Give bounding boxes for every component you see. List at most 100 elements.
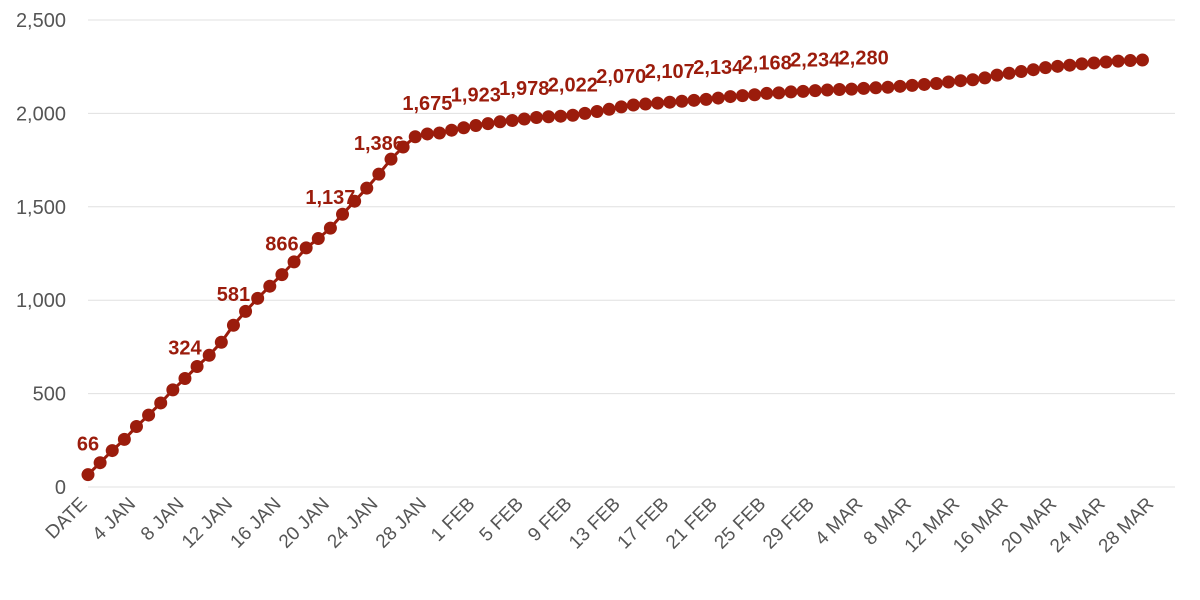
data-point: [275, 268, 289, 282]
data-label: 1,978: [499, 78, 549, 100]
data-point: [529, 111, 543, 125]
data-point: [748, 88, 762, 102]
data-point: [202, 348, 216, 362]
data-point: [699, 92, 713, 106]
data-point: [1014, 65, 1028, 79]
x-tick-label: 13 FEB: [565, 494, 625, 554]
data-point: [384, 152, 398, 166]
data-label: 324: [168, 337, 202, 359]
data-point: [1038, 61, 1052, 75]
data-label: 866: [265, 234, 298, 256]
data-point: [263, 279, 277, 293]
data-point: [517, 112, 531, 126]
data-point: [723, 90, 737, 104]
data-label: 2,234: [790, 50, 841, 72]
data-point: [893, 79, 907, 93]
data-point: [287, 255, 301, 269]
data-point: [1111, 54, 1125, 68]
series-line: [86, 58, 1143, 476]
x-tick-label: DATE: [42, 494, 92, 544]
data-point: [1026, 63, 1040, 77]
data-point: [760, 86, 774, 100]
data-point: [154, 396, 168, 410]
series-points: [81, 53, 1149, 482]
x-tick-label: 24 JAN: [324, 494, 383, 553]
data-label: 2,022: [548, 74, 598, 96]
data-point: [820, 83, 834, 97]
data-point: [845, 82, 859, 96]
data-point: [651, 96, 665, 110]
data-point: [808, 84, 822, 98]
data-point: [602, 102, 616, 116]
x-tick-label: 28 JAN: [372, 494, 431, 553]
data-point: [372, 167, 386, 181]
series-line-layer: [86, 58, 1143, 476]
x-tick-label: 4 MAR: [811, 494, 867, 550]
data-point: [311, 232, 325, 246]
data-label: 2,168: [742, 52, 792, 74]
data-point: [396, 140, 410, 154]
data-point: [1087, 56, 1101, 70]
y-tick-label: 1,000: [16, 290, 66, 312]
data-point: [639, 97, 653, 111]
data-point: [905, 78, 919, 92]
data-point: [299, 241, 313, 255]
data-label: 1,137: [305, 187, 355, 209]
data-point: [81, 468, 95, 482]
data-point: [711, 91, 725, 105]
data-label: 1,923: [451, 85, 501, 107]
data-point: [105, 444, 119, 458]
data-point: [1051, 59, 1065, 73]
data-point: [978, 71, 992, 85]
data-point: [1063, 58, 1077, 72]
x-tick-label: 4 JAN: [89, 494, 140, 545]
x-tick-label: 20 JAN: [275, 494, 334, 553]
data-point: [942, 75, 956, 89]
data-point: [590, 105, 604, 119]
data-point: [869, 81, 883, 95]
data-point: [336, 207, 350, 221]
data-label: 66: [77, 434, 99, 456]
data-point: [360, 181, 374, 195]
data-point: [990, 68, 1004, 82]
data-point: [457, 121, 471, 135]
data-label: 581: [217, 284, 250, 306]
data-point: [469, 119, 483, 133]
data-point: [178, 371, 192, 385]
data-point: [214, 335, 228, 349]
y-tick-label: 500: [33, 384, 66, 406]
data-label: 2,280: [839, 47, 889, 69]
data-point: [190, 360, 204, 374]
data-point: [1135, 53, 1149, 67]
data-point: [142, 408, 156, 422]
x-tick-label: 25 FEB: [711, 494, 771, 554]
data-point: [954, 74, 968, 88]
data-point: [93, 456, 107, 470]
data-label: 1,675: [402, 93, 452, 115]
data-point: [1002, 66, 1016, 80]
data-point: [614, 100, 628, 114]
data-point: [432, 126, 446, 140]
y-axis-tick-labels: 0 500 1,000 1,500 2,000 2,500: [16, 10, 66, 499]
y-tick-label: 2,500: [16, 10, 66, 32]
data-point: [881, 80, 895, 94]
data-point: [554, 109, 568, 123]
gridlines: [88, 19, 1175, 488]
data-label: 2,070: [596, 66, 646, 88]
data-point: [566, 108, 580, 122]
data-point: [966, 73, 980, 87]
data-point: [1123, 54, 1137, 68]
data-point: [784, 85, 798, 99]
data-point: [348, 194, 362, 208]
data-point: [166, 383, 180, 397]
data-point: [323, 221, 337, 235]
data-point: [687, 93, 701, 107]
data-point: [1075, 57, 1089, 71]
data-point: [735, 89, 749, 103]
y-tick-label: 2,000: [16, 103, 66, 125]
data-point: [796, 84, 810, 98]
data-point: [578, 106, 592, 120]
data-point: [251, 291, 265, 305]
data-point: [1099, 55, 1113, 69]
